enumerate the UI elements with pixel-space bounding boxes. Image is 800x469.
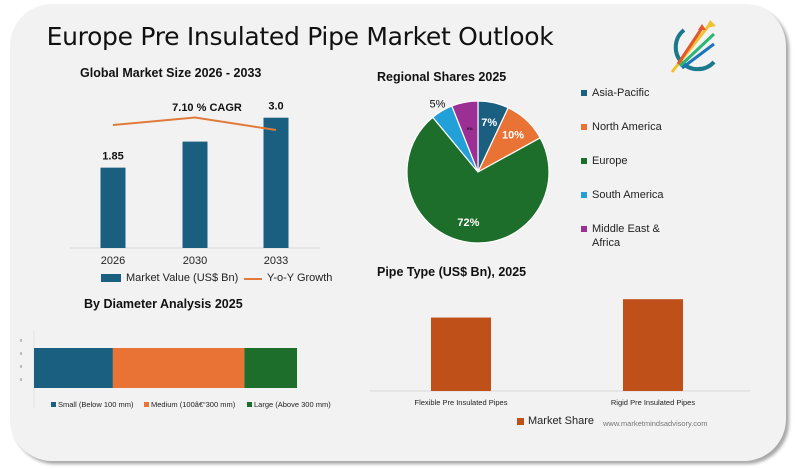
legend-asia-pacific: Asia-Pacific bbox=[581, 86, 649, 100]
market-size-title: Global Market Size 2026 - 2033 bbox=[80, 66, 262, 80]
bar-2026 bbox=[100, 167, 126, 248]
stacked-segment-small bbox=[34, 348, 113, 388]
legend-swatch bbox=[247, 402, 252, 407]
legend-swatch bbox=[581, 90, 587, 96]
legend-europe: Europe bbox=[581, 154, 627, 168]
diameter-title: By Diameter Analysis 2025 bbox=[84, 297, 243, 311]
legend-swatch bbox=[581, 192, 587, 198]
regional-shares-title: Regional Shares 2025 bbox=[377, 70, 507, 84]
legend-market-share: Market Share bbox=[517, 414, 594, 428]
legend-small: Small (Below 100 mm) bbox=[51, 398, 133, 412]
bar-2030 bbox=[182, 141, 208, 248]
legend-swatch bbox=[517, 418, 524, 425]
pipe-type-title: Pipe Type (US$ Bn), 2025 bbox=[377, 265, 527, 279]
legend-yoy-growth: Y-o-Y Growth bbox=[244, 271, 332, 285]
legend-swatch bbox=[144, 402, 149, 407]
legend-label: Asia-Pacific bbox=[592, 87, 650, 99]
legend-label: Market Value (US$ Bn) bbox=[126, 272, 239, 284]
legend-north-america: North America bbox=[581, 120, 662, 134]
legend-label: Middle East & Africa bbox=[592, 223, 660, 249]
legend-label: Y-o-Y Growth bbox=[267, 272, 333, 284]
pie-label-asia-pacific: 7% bbox=[481, 117, 497, 129]
legend-swatch-bar bbox=[101, 274, 121, 282]
pie-label-north-america: 10% bbox=[502, 130, 524, 142]
stacked-segment-large bbox=[244, 348, 297, 388]
legend-south-america: South America bbox=[581, 188, 664, 202]
legend-label: Market Share bbox=[528, 415, 595, 427]
legend-swatch bbox=[581, 158, 587, 164]
legend-middle-east-africa: Middle East & Africa bbox=[581, 222, 681, 250]
x-tick-2026: 2026 bbox=[101, 255, 125, 267]
pie-slice-middle-east-africa bbox=[451, 100, 479, 173]
website-label: www.marketmindsadvisory.com bbox=[603, 419, 708, 428]
x-tick-2030: 2030 bbox=[183, 255, 207, 267]
pie-label-europe: 72% bbox=[457, 217, 479, 229]
rising-arrows-logo-icon bbox=[670, 20, 716, 73]
data-label-2026: 1.85 bbox=[102, 151, 123, 163]
pie-label-middle-east-africa: 6% bbox=[467, 126, 473, 131]
legend-label: Small (Below 100 mm) bbox=[58, 400, 134, 409]
legend-medium: Medium (100â€“300 mm) bbox=[144, 398, 235, 412]
x-tick-rigid: Rigid Pre Insulated Pipes bbox=[611, 398, 695, 407]
page-title: Europe Pre Insulated Pipe Market Outlook bbox=[46, 22, 554, 51]
legend-label: Large (Above 300 mm) bbox=[254, 400, 331, 409]
bar-flexible bbox=[431, 317, 491, 391]
x-tick-flexible: Flexible Pre Insulated Pipes bbox=[415, 398, 508, 407]
data-label-2033: 3.0 bbox=[268, 101, 283, 113]
legend-swatch-line bbox=[244, 278, 262, 280]
legend-large: Large (Above 300 mm) bbox=[247, 398, 331, 412]
legend-label: South America bbox=[592, 189, 664, 201]
stacked-segment-medium bbox=[112, 348, 245, 388]
yoy-growth-line bbox=[112, 116, 277, 131]
legend-market-value: Market Value (US$ Bn) bbox=[101, 271, 238, 285]
bar-2033 bbox=[263, 117, 289, 248]
legend-label: Europe bbox=[592, 155, 628, 167]
legend-swatch bbox=[581, 226, 587, 232]
legend-label: North America bbox=[592, 121, 662, 133]
legend-label: Medium (100â€“300 mm) bbox=[151, 400, 236, 409]
legend-swatch bbox=[51, 402, 56, 407]
cagr-annotation: 7.10 % CAGR bbox=[172, 102, 242, 114]
legend-swatch bbox=[581, 124, 587, 130]
bar-rigid bbox=[623, 299, 683, 391]
pie-slice-europe bbox=[406, 116, 550, 244]
x-tick-2033: 2033 bbox=[264, 255, 288, 267]
pie-label-south-america: 5% bbox=[430, 98, 446, 110]
